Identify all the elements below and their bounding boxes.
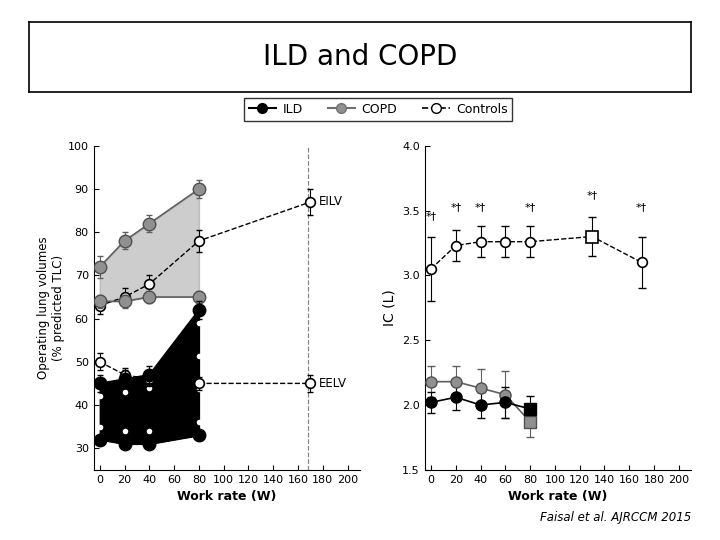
Text: *†: *† xyxy=(475,202,486,212)
Text: ILD and COPD: ILD and COPD xyxy=(263,43,457,71)
Text: *†: *† xyxy=(426,211,436,221)
X-axis label: Work rate (W): Work rate (W) xyxy=(177,490,276,503)
Y-axis label: IC (L): IC (L) xyxy=(382,289,397,326)
Text: *†: *† xyxy=(450,202,462,212)
Text: EELV: EELV xyxy=(319,377,347,390)
Text: *†: *† xyxy=(587,190,598,200)
Legend: ILD, COPD, Controls: ILD, COPD, Controls xyxy=(243,98,513,121)
Text: *†: *† xyxy=(525,202,536,212)
X-axis label: Work rate (W): Work rate (W) xyxy=(508,490,608,503)
Text: Faisal et al. AJRCCM 2015: Faisal et al. AJRCCM 2015 xyxy=(540,511,691,524)
Y-axis label: Operating lung volumes
(% predicted TLC): Operating lung volumes (% predicted TLC) xyxy=(37,237,65,379)
Text: EILV: EILV xyxy=(319,195,343,208)
Text: *†: *† xyxy=(636,202,647,212)
